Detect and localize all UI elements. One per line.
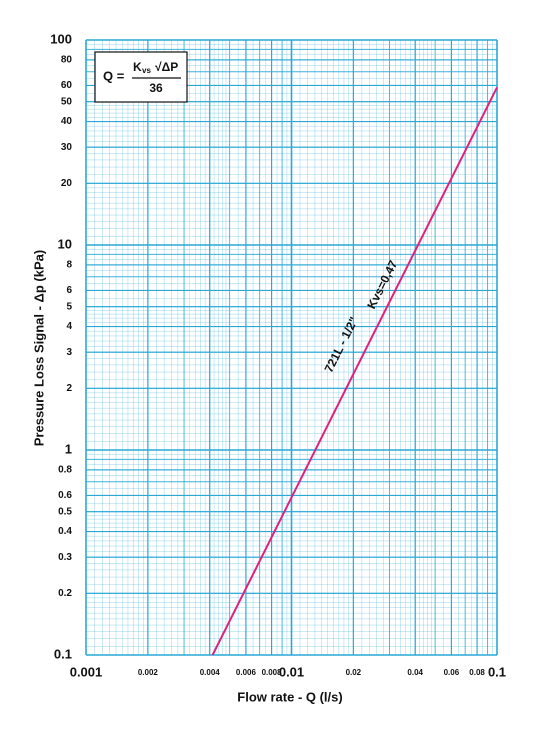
y-tick-label: 6 xyxy=(66,285,72,296)
y-tick-label: 0.5 xyxy=(58,506,72,517)
x-tick-label: 0.008 xyxy=(262,668,283,677)
data-line xyxy=(211,86,498,656)
y-tick-label: 0.6 xyxy=(58,490,72,501)
y-axis-label: Pressure Loss Signal - Δp (kPa) xyxy=(31,250,46,446)
y-tick-label: 4 xyxy=(66,321,72,332)
y-tick-label: 1 xyxy=(65,441,72,456)
formula-box xyxy=(94,51,188,103)
formula-root: √ΔP xyxy=(155,60,178,74)
marks xyxy=(211,86,498,656)
y-tick-label: 0.8 xyxy=(58,465,72,476)
line-label: 721L - 1/2" xyxy=(322,315,361,375)
x-tick-label: 0.06 xyxy=(444,668,460,677)
x-tick-label: 0.002 xyxy=(138,668,159,677)
formula-lhs: Q = xyxy=(103,68,125,83)
y-tick-label: 80 xyxy=(61,55,73,66)
y-tick-label: 5 xyxy=(66,301,72,312)
x-tick-label: 0.04 xyxy=(407,668,423,677)
y-tick-label: 60 xyxy=(61,80,73,91)
y-tick-label: 0.2 xyxy=(58,588,72,599)
x-tick-label: 0.01 xyxy=(279,664,304,679)
y-tick-label: 0.1 xyxy=(54,646,72,661)
x-tick-label: 0.006 xyxy=(236,668,257,677)
y-tick-label: 3 xyxy=(66,347,72,358)
x-tick-label: 0.1 xyxy=(488,664,506,679)
y-tick-label: 50 xyxy=(61,96,73,107)
y-tick-label: 100 xyxy=(50,31,72,46)
y-tick-label: 30 xyxy=(61,142,73,153)
y-tick-label: 0.3 xyxy=(58,552,72,563)
x-tick-label: 0.001 xyxy=(70,664,103,679)
formula-denominator: 36 xyxy=(149,81,163,95)
x-tick-label: 0.02 xyxy=(346,668,362,677)
y-tick-label: 20 xyxy=(61,178,73,189)
y-tick-label: 10 xyxy=(58,236,72,251)
x-tick-label: 0.08 xyxy=(469,668,485,677)
formula-k-sub: vs xyxy=(142,66,151,75)
y-tick-label: 8 xyxy=(66,260,72,271)
y-tick-label: 40 xyxy=(61,116,73,127)
x-axis-label: Flow rate - Q (l/s) xyxy=(237,689,342,704)
y-tick-label: 2 xyxy=(66,383,72,394)
grid xyxy=(85,39,498,656)
x-tick-label: 0.004 xyxy=(200,668,221,677)
y-tick-label: 0.4 xyxy=(58,526,72,537)
formula-k: K xyxy=(133,60,142,74)
